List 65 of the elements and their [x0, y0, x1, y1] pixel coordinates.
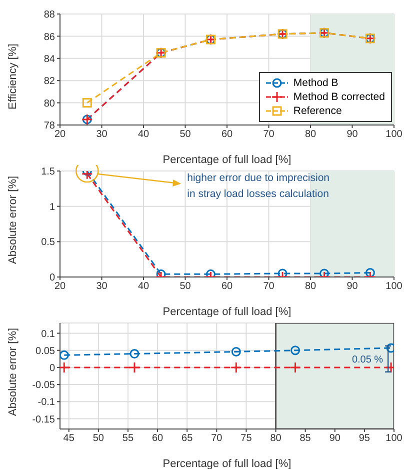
- point: [130, 349, 140, 359]
- x-tick-label: 90: [329, 433, 341, 444]
- x-tick-label: 80: [270, 433, 282, 444]
- y-axis-title: Absolute error [%]: [6, 176, 19, 264]
- x-tick-label: 80: [304, 281, 316, 292]
- y-tick-label: 0.5: [41, 237, 56, 248]
- x-tick-label: 70: [263, 129, 275, 140]
- y-tick-label: 80: [44, 98, 56, 110]
- y-tick-label: -0.05: [32, 380, 56, 392]
- x-tick-label: 100: [386, 281, 403, 292]
- x-tick-label: 95: [358, 433, 370, 444]
- point: [230, 362, 242, 374]
- x-tick-label: 20: [54, 281, 66, 292]
- x-tick-label: 70: [263, 281, 275, 292]
- x-tick-label: 100: [386, 433, 403, 444]
- x-tick-label: 60: [221, 281, 233, 292]
- y-tick-label: -0.1: [38, 397, 56, 408]
- point: [128, 362, 140, 374]
- x-axis-title: Percentage of full load [%]: [162, 154, 292, 166]
- y-tick-label: -0.15: [32, 414, 56, 426]
- x-tick-label: 85: [300, 433, 312, 444]
- x-tick-label: 30: [96, 281, 108, 292]
- x-axis-title: Percentage of full load [%]: [162, 458, 292, 470]
- x-tick-label: 30: [96, 129, 108, 140]
- y-tick-label: 1.5: [41, 166, 56, 178]
- x-tick-label: 60: [152, 433, 164, 444]
- x-tick-label: 20: [54, 129, 66, 140]
- y-tick-label: 0: [49, 272, 56, 284]
- x-tick-label: 80: [304, 129, 316, 140]
- legend-label: Method B: [293, 76, 338, 90]
- y-tick-label: 0.05: [36, 346, 56, 357]
- y-tick-label: 88: [44, 10, 56, 21]
- x-tick-label: 50: [180, 129, 192, 140]
- y-tick-label: 0: [49, 363, 56, 374]
- point: [82, 98, 92, 108]
- y-tick-label: 0.1: [41, 328, 56, 340]
- legend-label: Method B corrected: [293, 90, 385, 104]
- y-axis-title: Efficiency [%]: [6, 44, 19, 110]
- x-tick-label: 45: [63, 433, 75, 444]
- x-tick-label: 50: [92, 433, 104, 444]
- x-tick-label: 90: [346, 129, 358, 140]
- y-tick-label: 82: [44, 76, 56, 88]
- x-tick-label: 50: [180, 281, 192, 292]
- x-tick-label: 65: [182, 433, 194, 444]
- x-tick-label: 60: [221, 129, 233, 140]
- x-tick-label: 70: [211, 433, 223, 444]
- point: [290, 362, 302, 374]
- x-tick-label: 40: [138, 129, 150, 140]
- x-tick-label: 55: [122, 433, 134, 444]
- x-axis-title: Percentage of full load [%]: [162, 306, 292, 318]
- legend-label: Reference: [293, 104, 342, 118]
- annotation: 0.05 %: [352, 354, 384, 366]
- y-axis-title: Absolute error [%]: [6, 328, 19, 416]
- x-tick-label: 100: [386, 129, 403, 140]
- x-tick-label: 75: [240, 433, 252, 444]
- x-tick-label: 40: [138, 281, 150, 292]
- y-tick-label: 78: [44, 120, 56, 132]
- point: [290, 346, 300, 356]
- point: [60, 350, 69, 360]
- y-tick-label: 86: [44, 32, 56, 43]
- point: [231, 346, 241, 356]
- x-tick-label: 90: [346, 281, 358, 292]
- y-tick-label: 84: [44, 54, 56, 65]
- annotation: higher error due to imprecision in stray load losses calculation: [187, 172, 330, 200]
- y-tick-label: 1: [49, 202, 56, 213]
